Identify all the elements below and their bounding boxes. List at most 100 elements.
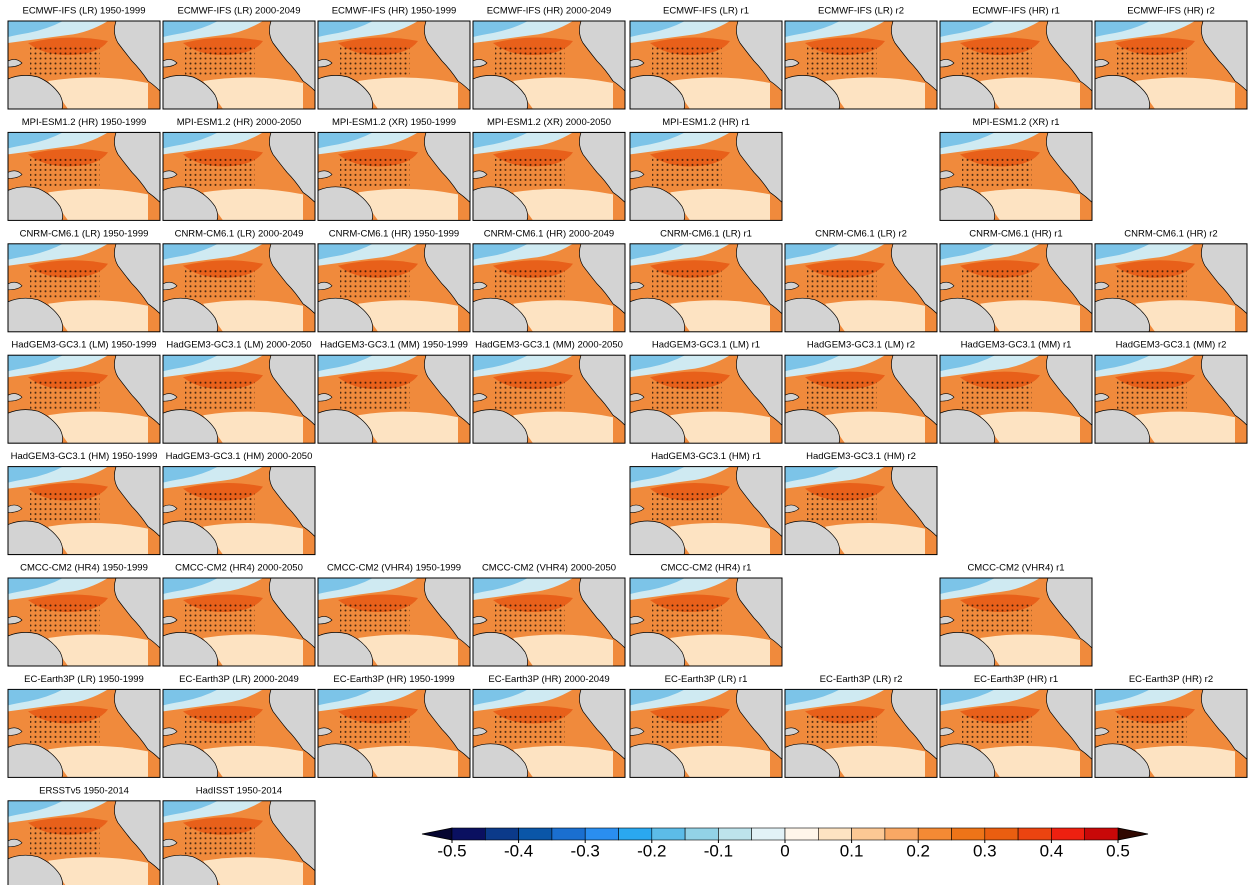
map-panel: EC-Earth3P (HR) r1 (940, 674, 1092, 777)
map-panel: CMCC-CM2 (HR4) 1950-1999 (8, 563, 160, 666)
panel-title: CNRM-CM6.1 (LR) 1950-1999 (20, 228, 149, 239)
map-image (785, 689, 937, 777)
colorbar-box (885, 828, 918, 840)
map-panel: ECMWF-IFS (LR) 1950-1999 (8, 6, 160, 109)
panel-title: ECMWF-IFS (HR) r1 (972, 6, 1060, 17)
map-panel: EC-Earth3P (LR) 1950-1999 (8, 674, 160, 777)
map-panel: EC-Earth3P (LR) 2000-2049 (163, 674, 315, 777)
figure: ECMWF-IFS (LR) 1950-1999ECMWF-IFS (LR) 2… (0, 0, 1249, 885)
map-panel: MPI-ESM1.2 (XR) r1 (940, 117, 1092, 220)
map-image (163, 467, 315, 555)
colorbar-tick-label: 0.4 (1040, 841, 1064, 860)
map-panel: HadGEM3-GC3.1 (MM) r1 (940, 340, 1092, 443)
map-image (473, 132, 625, 220)
panel-title: EC-Earth3P (HR) r2 (1129, 674, 1213, 685)
map-panel: HadGEM3-GC3.1 (HM) 2000-2050 (163, 451, 315, 554)
map-panel: CNRM-CM6.1 (HR) 1950-1999 (318, 228, 470, 331)
panel-title: ECMWF-IFS (HR) 2000-2049 (487, 6, 612, 17)
map-panel: HadGEM3-GC3.1 (LM) r2 (785, 340, 937, 443)
colorbar-tick-label: 0 (780, 841, 789, 860)
map-panel: HadGEM3-GC3.1 (MM) r2 (1095, 340, 1247, 443)
panel-title: ECMWF-IFS (LR) r1 (663, 6, 749, 17)
map-image (940, 578, 1092, 666)
colorbar-box (785, 828, 818, 840)
panel-title: HadGEM3-GC3.1 (HM) 1950-1999 (11, 451, 158, 462)
map-image (163, 801, 315, 885)
map-panel: ECMWF-IFS (HR) 1950-1999 (318, 6, 470, 109)
map-image (8, 355, 160, 443)
panel-title: EC-Earth3P (LR) r1 (665, 674, 748, 685)
map-image (940, 21, 1092, 109)
panel-title: EC-Earth3P (LR) 2000-2049 (179, 674, 299, 685)
map-image (318, 21, 470, 109)
panel-title: EC-Earth3P (HR) 1950-1999 (333, 674, 454, 685)
map-image (318, 244, 470, 332)
map-image (8, 21, 160, 109)
map-panel: MPI-ESM1.2 (HR) r1 (630, 117, 782, 220)
map-panel: ECMWF-IFS (HR) r1 (940, 6, 1092, 109)
map-image (940, 244, 1092, 332)
panel-title: ECMWF-IFS (HR) r2 (1127, 6, 1215, 17)
map-panel: CNRM-CM6.1 (HR) r1 (940, 228, 1092, 331)
map-panel: CMCC-CM2 (VHR4) 1950-1999 (318, 563, 470, 666)
panel-title: CNRM-CM6.1 (HR) r1 (969, 228, 1062, 239)
colorbar-box (1018, 828, 1051, 840)
map-image (163, 244, 315, 332)
map-panel: ECMWF-IFS (HR) r2 (1095, 6, 1247, 109)
map-image (630, 467, 782, 555)
map-panel: ERSSTv5 1950-2014 (8, 785, 160, 885)
colorbar-box (852, 828, 885, 840)
map-image (630, 132, 782, 220)
map-image (1095, 689, 1247, 777)
map-image (1095, 21, 1247, 109)
colorbar-tick-label: 0.3 (973, 841, 997, 860)
map-image (785, 467, 937, 555)
map-panel: EC-Earth3P (HR) 1950-1999 (318, 674, 470, 777)
map-image (318, 355, 470, 443)
map-panel: HadGEM3-GC3.1 (MM) 1950-1999 (318, 340, 470, 443)
map-panel: HadGEM3-GC3.1 (HM) r1 (630, 451, 782, 554)
panel-title: ECMWF-IFS (LR) r2 (818, 6, 904, 17)
panel-title: HadGEM3-GC3.1 (MM) r1 (961, 340, 1072, 351)
colorbar-tick-label: -0.5 (437, 841, 466, 860)
map-panel: CNRM-CM6.1 (LR) r2 (785, 228, 937, 331)
map-image (473, 689, 625, 777)
map-panel: CNRM-CM6.1 (LR) 1950-1999 (8, 228, 160, 331)
map-panel: CMCC-CM2 (VHR4) 2000-2050 (473, 563, 625, 666)
panel-title: CMCC-CM2 (VHR4) r1 (967, 563, 1064, 574)
colorbar-box (452, 828, 485, 840)
map-panel: CNRM-CM6.1 (LR) r1 (630, 228, 782, 331)
map-image (1095, 355, 1247, 443)
map-panel: CNRM-CM6.1 (HR) r2 (1095, 228, 1247, 331)
panel-title: MPI-ESM1.2 (HR) 2000-2050 (177, 117, 302, 128)
map-image (8, 801, 160, 885)
map-panel: CMCC-CM2 (VHR4) r1 (940, 563, 1092, 666)
colorbar-box (985, 828, 1018, 840)
panel-title: EC-Earth3P (LR) 1950-1999 (24, 674, 144, 685)
panel-title: CMCC-CM2 (HR4) 1950-1999 (20, 563, 148, 574)
panel-title: ERSSTv5 1950-2014 (39, 785, 129, 796)
panel-title: MPI-ESM1.2 (XR) 2000-2050 (487, 117, 611, 128)
map-image (318, 689, 470, 777)
panel-title: EC-Earth3P (HR) r1 (974, 674, 1058, 685)
map-image (630, 689, 782, 777)
panel-title: CNRM-CM6.1 (LR) r2 (815, 228, 907, 239)
colorbar-under (422, 828, 452, 840)
map-image (8, 244, 160, 332)
map-image (163, 689, 315, 777)
map-image (8, 689, 160, 777)
panel-title: MPI-ESM1.2 (XR) 1950-1999 (332, 117, 456, 128)
panel-title: CMCC-CM2 (VHR4) 2000-2050 (482, 563, 616, 574)
colorbar-box (718, 828, 751, 840)
panel-title: CMCC-CM2 (HR4) 2000-2050 (175, 563, 303, 574)
map-panel: EC-Earth3P (LR) r1 (630, 674, 782, 777)
map-image (630, 578, 782, 666)
panel-title: MPI-ESM1.2 (HR) 1950-1999 (22, 117, 147, 128)
map-image (630, 244, 782, 332)
colorbar-box (685, 828, 718, 840)
panel-title: ECMWF-IFS (LR) 1950-1999 (22, 6, 145, 17)
map-image (630, 21, 782, 109)
map-image (630, 355, 782, 443)
map-image (785, 355, 937, 443)
panel-title: CNRM-CM6.1 (LR) r1 (660, 228, 752, 239)
